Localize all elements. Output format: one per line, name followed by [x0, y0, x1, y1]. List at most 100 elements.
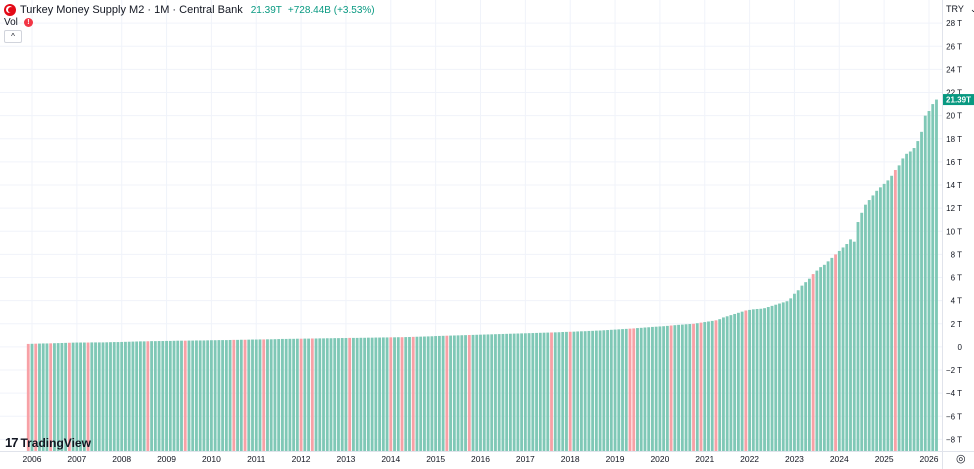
- y-tick-label: −8 T: [946, 435, 962, 444]
- price-axis[interactable]: −8 T −6 T −4 T −2 T 0 2 T 4 T 6 T 8 T 10 T 12 T 14 …: [946, 19, 963, 444]
- bar: [692, 323, 695, 451]
- bar: [411, 336, 415, 451]
- x-tick-label: 2013: [336, 454, 355, 464]
- bar: [393, 337, 396, 451]
- bar: [191, 340, 195, 451]
- warning-icon[interactable]: !: [23, 18, 33, 27]
- tradingview-logo-icon: 17: [5, 435, 19, 450]
- x-tick-label: 2011: [247, 454, 266, 464]
- bar: [221, 340, 225, 451]
- bar: [374, 337, 378, 451]
- bar: [751, 309, 755, 451]
- bar: [815, 270, 819, 451]
- bar: [94, 342, 97, 451]
- bar: [195, 340, 198, 451]
- x-tick-label: 2007: [67, 454, 86, 464]
- bar: [45, 343, 49, 451]
- bar: [381, 337, 385, 451]
- bar: [699, 322, 703, 451]
- bar: [344, 338, 348, 451]
- x-tick-label: 2017: [516, 454, 535, 464]
- bar: [127, 341, 131, 451]
- turkey-flag-icon: [4, 4, 16, 16]
- x-tick-label: 2015: [426, 454, 445, 464]
- tradingview-logo[interactable]: 17 TradingView: [5, 435, 91, 450]
- bar: [703, 322, 707, 451]
- x-tick-label: 2009: [157, 454, 176, 464]
- bar: [658, 326, 662, 451]
- bar: [67, 342, 71, 451]
- bar: [718, 319, 722, 451]
- bar: [26, 343, 30, 451]
- bar: [153, 341, 157, 451]
- settings-icon[interactable]: ◎: [956, 453, 966, 465]
- bar: [639, 327, 643, 451]
- bar: [912, 148, 916, 451]
- volume-legend: Vol !: [4, 17, 33, 28]
- x-tick-label: 2019: [606, 454, 625, 464]
- bar: [86, 342, 90, 451]
- bar: [258, 339, 262, 451]
- y-tick-label: −4 T: [946, 389, 962, 398]
- bar: [744, 310, 748, 451]
- bar: [796, 290, 800, 451]
- bar: [849, 239, 852, 451]
- symbol-title[interactable]: Turkey Money Supply M2 · 1M · Central Ba…: [20, 4, 243, 16]
- bar: [385, 337, 389, 451]
- bar: [131, 341, 135, 451]
- bar: [243, 339, 247, 451]
- x-tick-label: 2025: [875, 454, 894, 464]
- bar: [736, 312, 740, 451]
- last-value-tag-text: 21.39T: [946, 96, 971, 105]
- bar: [651, 326, 654, 451]
- bar: [161, 341, 165, 451]
- y-tick-label: 14 T: [946, 181, 962, 190]
- bar: [594, 330, 598, 451]
- bar: [38, 343, 41, 451]
- bar: [352, 337, 355, 451]
- bar: [168, 340, 172, 451]
- bar: [770, 305, 774, 451]
- last-value: 21.39T: [250, 4, 282, 16]
- x-tick-label: 2022: [740, 454, 759, 464]
- bar: [654, 326, 658, 451]
- bar: [363, 337, 367, 451]
- bar: [217, 340, 221, 451]
- bar: [247, 339, 251, 451]
- bar: [41, 343, 45, 451]
- bar: [378, 337, 382, 451]
- x-tick-label: 2024: [830, 454, 849, 464]
- collapse-legend-button[interactable]: ^: [4, 30, 22, 43]
- bar: [677, 324, 681, 451]
- bar: [251, 339, 254, 451]
- bar: [609, 329, 613, 451]
- x-tick-label: 2023: [785, 454, 804, 464]
- bar: [467, 335, 471, 451]
- y-tick-label: 6 T: [951, 274, 963, 283]
- bar: [318, 338, 322, 451]
- bar: [789, 298, 793, 451]
- y-tick-label: −6 T: [946, 412, 962, 421]
- bar: [565, 331, 568, 451]
- bar: [348, 337, 352, 451]
- currency-selector[interactable]: TRY ⌄: [946, 4, 974, 15]
- bar: [415, 336, 419, 451]
- y-tick-label: 22 T: [946, 89, 962, 98]
- bar: [82, 342, 86, 451]
- bar: [53, 343, 56, 451]
- bar: [542, 332, 546, 451]
- bar: [172, 340, 176, 451]
- legend-header: Turkey Money Supply M2 · 1M · Central Ba…: [4, 3, 375, 17]
- bar: [97, 342, 101, 451]
- bar: [714, 320, 718, 451]
- bar: [707, 321, 710, 451]
- bar: [105, 342, 109, 451]
- bar: [329, 338, 333, 451]
- bar: [389, 337, 393, 451]
- bar: [662, 326, 666, 451]
- bar: [613, 329, 617, 451]
- time-axis[interactable]: 2006 2007 2008 2009 2010 2011 2012 2013 2014 2015…: [23, 454, 939, 464]
- bar: [430, 336, 434, 451]
- bar: [572, 331, 576, 451]
